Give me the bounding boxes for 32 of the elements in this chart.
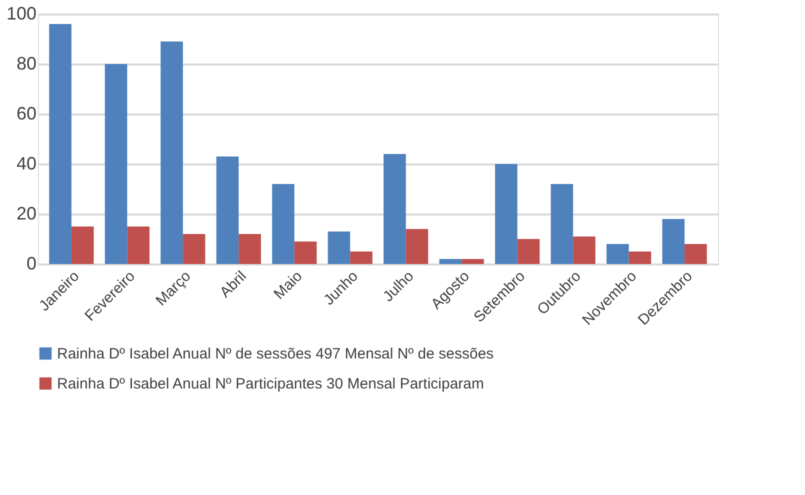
legend-label: Rainha Dº Isabel Anual Nº Participantes 30 Mensal Participaram	[57, 376, 484, 392]
y-tick-label: 40	[16, 154, 36, 174]
bar	[462, 259, 484, 264]
bar	[71, 226, 94, 264]
y-tick-label: 20	[16, 204, 36, 224]
bar	[495, 164, 518, 264]
bar	[216, 156, 239, 264]
legend-label: Rainha Dº Isabel Anual Nº de sessões 497 Mensal Nº de sessões	[57, 346, 494, 362]
bar	[127, 226, 150, 264]
y-tick-label: 100	[6, 4, 36, 24]
y-tick-label: 80	[16, 54, 36, 74]
bar	[662, 219, 685, 264]
bar	[272, 184, 294, 264]
y-tick-label: 0	[26, 254, 36, 274]
bar	[439, 259, 462, 264]
bar	[328, 232, 350, 264]
bar	[49, 24, 72, 264]
bar	[294, 242, 317, 264]
bar	[517, 239, 540, 264]
bar	[350, 252, 372, 264]
bar	[238, 234, 261, 264]
bar	[573, 236, 596, 264]
y-tick-label: 60	[16, 104, 36, 124]
bar	[406, 229, 428, 264]
bar	[384, 154, 406, 264]
bar	[550, 184, 574, 264]
bar	[104, 64, 128, 264]
bar	[628, 252, 652, 264]
bar	[182, 234, 206, 264]
bar	[160, 42, 183, 264]
bar	[606, 244, 629, 264]
bar	[684, 244, 707, 264]
